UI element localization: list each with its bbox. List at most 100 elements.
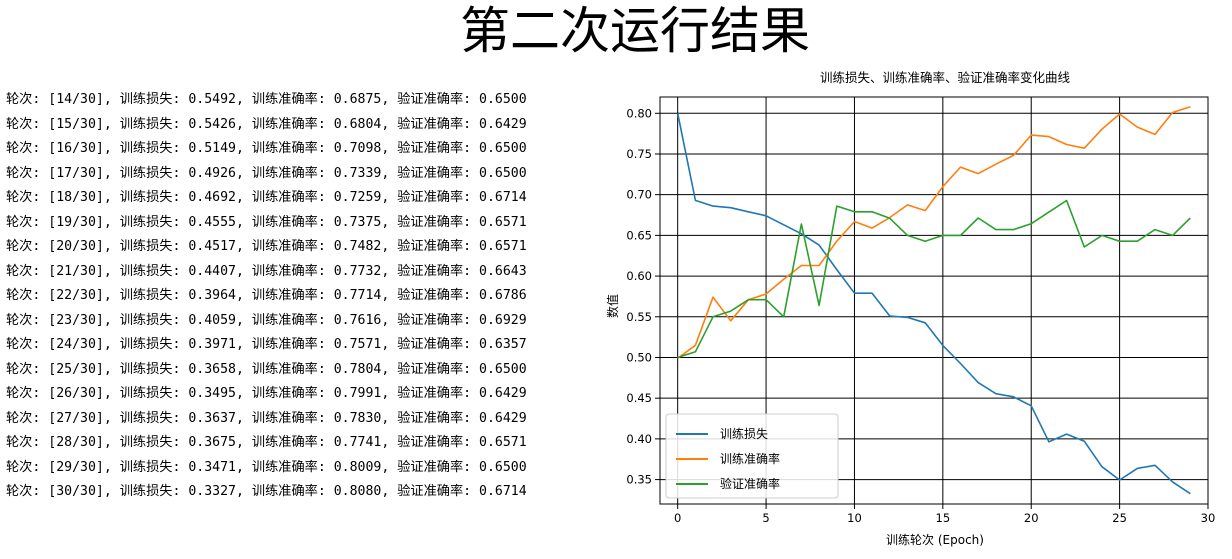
x-tick-label: 15 xyxy=(936,511,951,525)
val-acc-prefix: , 验证准确率: xyxy=(381,165,480,181)
epoch-prefix: 轮次: xyxy=(6,92,49,107)
train-acc-value: 0.7991 xyxy=(333,386,382,401)
epoch-prefix: 轮次: xyxy=(6,337,49,352)
epoch-prefix: 轮次: xyxy=(6,263,49,279)
epoch-prefix: 轮次: xyxy=(6,190,49,205)
y-tick-label: 0.60 xyxy=(626,269,652,283)
val-acc-value: 0.6786 xyxy=(479,288,527,303)
train-acc-prefix: , 训练准确率: xyxy=(236,337,334,352)
epoch-value: [16/30] xyxy=(48,141,104,156)
log-line: 轮次: [27/30], 训练损失: 0.3637, 训练准确率: 0.7830… xyxy=(6,407,527,432)
x-tick-label: 5 xyxy=(762,511,769,525)
val-acc-prefix: , 验证准确率: xyxy=(381,190,480,205)
epoch-prefix: 轮次: xyxy=(6,239,49,254)
val-acc-value: 0.6571 xyxy=(479,435,527,450)
x-tick-label: 0 xyxy=(674,511,681,525)
epoch-value: [30/30] xyxy=(48,484,104,499)
val-acc-prefix: , 验证准确率: xyxy=(381,484,480,499)
train-acc-prefix: , 训练准确率: xyxy=(236,263,334,279)
grid-lines xyxy=(660,97,1209,504)
series-line-0 xyxy=(676,113,1191,495)
page-title: 第二次运行结果 xyxy=(460,2,810,60)
chart-title: 训练损失、训练准确率、验证准确率变化曲线 xyxy=(820,70,1071,85)
train-acc-prefix: , 训练准确率: xyxy=(236,435,334,450)
train-acc-prefix: , 训练准确率: xyxy=(236,386,334,401)
train-acc-prefix: , 训练准确率: xyxy=(236,410,334,426)
train-acc-value: 0.7098 xyxy=(333,141,382,156)
loss-prefix: , 训练损失: xyxy=(103,141,189,156)
training-log: 轮次: [14/30], 训练损失: 0.5492, 训练准确率: 0.6875… xyxy=(6,88,527,505)
train-acc-value: 0.6804 xyxy=(333,116,382,132)
log-line: 轮次: [29/30], 训练损失: 0.3471, 训练准确率: 0.8009… xyxy=(6,456,527,481)
loss-value: 0.3495 xyxy=(188,386,236,401)
legend-label-0: 训练损失 xyxy=(720,426,768,441)
log-line: 轮次: [18/30], 训练损失: 0.4692, 训练准确率: 0.7259… xyxy=(6,186,527,211)
loss-prefix: , 训练损失: xyxy=(103,386,189,401)
train-acc-prefix: , 训练准确率: xyxy=(236,92,334,107)
y-tick-label: 0.75 xyxy=(626,147,652,161)
train-acc-value: 0.7375 xyxy=(333,214,382,230)
val-acc-prefix: , 验证准确率: xyxy=(381,386,480,401)
loss-value: 0.3658 xyxy=(188,361,236,377)
epoch-prefix: 轮次: xyxy=(6,288,49,303)
series-lines xyxy=(676,106,1191,495)
loss-value: 0.3637 xyxy=(188,410,236,426)
loss-prefix: , 训练损失: xyxy=(103,263,189,279)
train-acc-value: 0.8009 xyxy=(333,459,382,475)
val-acc-prefix: , 验证准确率: xyxy=(381,92,480,107)
y-tick-label: 0.45 xyxy=(626,391,652,405)
axis-ticks: 0 5 10 15 20 25 30 0.35 0.40 0.45 0.50 0.55 0.60 0.65… xyxy=(626,106,1215,525)
log-line: 轮次: [14/30], 训练损失: 0.5492, 训练准确率: 0.6875… xyxy=(6,88,527,113)
loss-prefix: , 训练损失: xyxy=(103,116,189,132)
loss-value: 0.4692 xyxy=(188,190,236,205)
y-tick-label: 0.70 xyxy=(626,188,652,202)
epoch-prefix: 轮次: xyxy=(6,484,49,499)
train-acc-value: 0.7732 xyxy=(333,263,382,279)
legend-label-2: 验证准确率 xyxy=(720,476,780,491)
loss-value: 0.5426 xyxy=(188,116,236,132)
loss-value: 0.5492 xyxy=(188,92,236,107)
val-acc-value: 0.6429 xyxy=(479,410,527,426)
y-tick-label: 0.65 xyxy=(626,228,652,242)
val-acc-prefix: , 验证准确率: xyxy=(381,263,480,279)
val-acc-prefix: , 验证准确率: xyxy=(381,459,480,475)
val-acc-value: 0.6714 xyxy=(479,484,527,499)
epoch-value: [23/30] xyxy=(48,312,104,328)
y-tick-label: 0.40 xyxy=(626,432,652,446)
val-acc-prefix: , 验证准确率: xyxy=(381,435,480,450)
train-acc-prefix: , 训练准确率: xyxy=(236,214,334,230)
loss-prefix: , 训练损失: xyxy=(103,239,189,254)
val-acc-value: 0.6500 xyxy=(479,141,527,156)
train-acc-value: 0.7339 xyxy=(333,165,382,181)
epoch-value: [25/30] xyxy=(48,361,104,377)
log-line: 轮次: [17/30], 训练损失: 0.4926, 训练准确率: 0.7339… xyxy=(6,162,527,187)
train-acc-value: 0.7804 xyxy=(333,361,382,377)
val-acc-prefix: , 验证准确率: xyxy=(381,116,480,132)
train-acc-prefix: , 训练准确率: xyxy=(236,312,334,328)
epoch-value: [17/30] xyxy=(48,165,104,181)
val-acc-value: 0.6500 xyxy=(479,361,527,377)
metrics-chart: 训练损失、训练准确率、验证准确率变化曲线 0 5 10 15 20 25 30 0.35 0.4… xyxy=(605,70,1215,547)
val-acc-prefix: , 验证准确率: xyxy=(381,141,480,156)
train-acc-value: 0.7830 xyxy=(333,410,382,426)
loss-value: 0.4926 xyxy=(188,165,236,181)
loss-prefix: , 训练损失: xyxy=(103,165,189,181)
log-line: 轮次: [24/30], 训练损失: 0.3971, 训练准确率: 0.7571… xyxy=(6,333,527,358)
val-acc-prefix: , 验证准确率: xyxy=(381,288,480,303)
loss-prefix: , 训练损失: xyxy=(103,410,189,426)
epoch-prefix: 轮次: xyxy=(6,386,49,401)
val-acc-value: 0.6571 xyxy=(479,239,527,254)
loss-prefix: , 训练损失: xyxy=(103,435,189,450)
loss-value: 0.3964 xyxy=(188,288,236,303)
val-acc-prefix: , 验证准确率: xyxy=(381,239,480,254)
val-acc-value: 0.6714 xyxy=(479,190,527,205)
loss-prefix: , 训练损失: xyxy=(103,312,189,328)
epoch-prefix: 轮次: xyxy=(6,214,49,230)
log-line: 轮次: [21/30], 训练损失: 0.4407, 训练准确率: 0.7732… xyxy=(6,260,527,285)
log-line: 轮次: [23/30], 训练损失: 0.4059, 训练准确率: 0.7616… xyxy=(6,309,527,334)
x-axis-label: 训练轮次 (Epoch) xyxy=(886,532,984,547)
legend-box xyxy=(665,413,839,499)
y-tick-label: 0.80 xyxy=(626,106,652,120)
train-acc-value: 0.7714 xyxy=(333,288,382,303)
epoch-value: [28/30] xyxy=(48,435,104,450)
